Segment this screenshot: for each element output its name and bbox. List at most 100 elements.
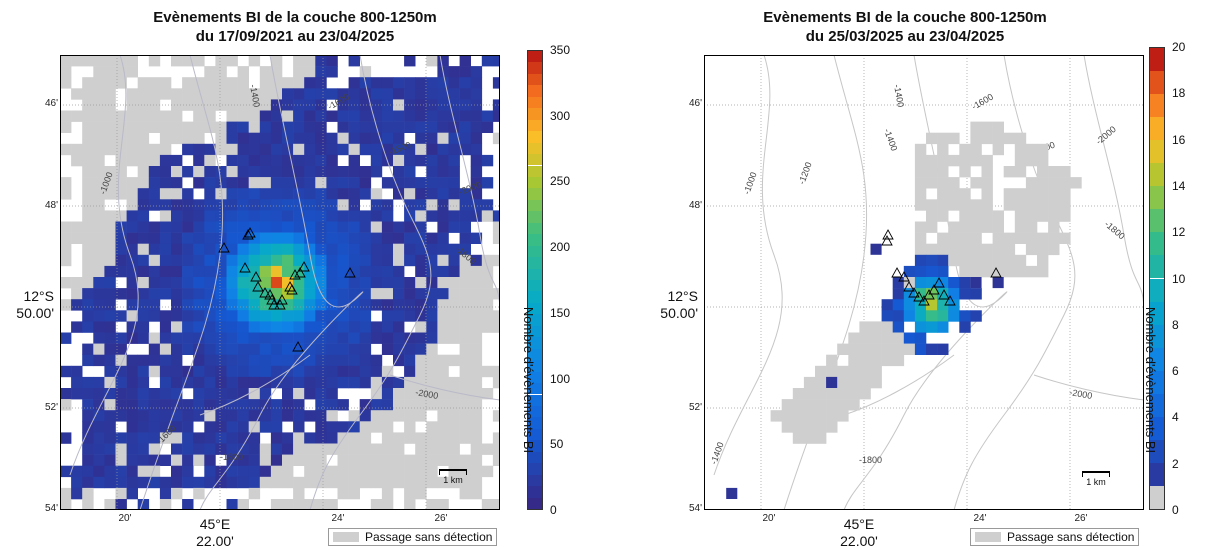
grid-cell [459, 321, 471, 333]
grid-cell [259, 154, 272, 167]
grid-cell [182, 343, 194, 355]
grid-cell [193, 487, 205, 500]
grid-cell [348, 310, 360, 322]
grid-cell [348, 110, 360, 122]
lat-main-label: 12°S 50.00' [660, 288, 698, 321]
grid-cell [215, 199, 227, 211]
grid-cell [259, 210, 272, 222]
grid-cell [914, 166, 927, 178]
grid-cell [148, 177, 161, 189]
grid-cell [182, 332, 194, 344]
colorbar-segment [1150, 347, 1164, 371]
grid-cell [815, 388, 827, 400]
grid-cell [381, 243, 394, 256]
grid-cell [1037, 232, 1049, 244]
grid-cell [248, 166, 261, 178]
grid-cell [959, 243, 971, 256]
grid-cell [226, 421, 238, 433]
grid-cell [803, 388, 816, 400]
grid-cell [304, 321, 316, 333]
grid-cell [459, 243, 471, 256]
grid-cell [359, 332, 372, 344]
grid-cell [115, 332, 127, 344]
grid-cell [337, 243, 349, 256]
grid-cell [104, 177, 116, 189]
grid-cell [470, 399, 483, 411]
grid-cell [415, 254, 427, 267]
grid-cell [826, 354, 838, 367]
colorbar-segment [528, 474, 542, 487]
grid-cell [1014, 265, 1027, 278]
grid-cell [348, 77, 360, 89]
grid-cell [959, 143, 971, 156]
grid-cell [259, 254, 272, 267]
grid-cell [437, 143, 449, 156]
lat-tick: 48' [44, 200, 58, 211]
grid-cell [293, 199, 305, 211]
grid-cell [781, 410, 794, 422]
grid-cell [137, 399, 150, 411]
grid-cell [226, 321, 238, 333]
grid-cell [215, 310, 227, 322]
map-title: Evènements BI de la couche 800-1250m du … [60, 8, 530, 46]
colorbar-segment [528, 199, 542, 212]
grid-cell [426, 265, 438, 278]
grid-cell [848, 388, 860, 400]
grid-cell [182, 210, 194, 222]
grid-cell [859, 388, 871, 400]
grid-cell [193, 410, 205, 422]
lon-main-label: 45°E 22.00' [196, 516, 234, 549]
grid-cell [93, 66, 105, 78]
grid-cell [459, 121, 471, 133]
grid-cell [226, 465, 238, 478]
grid-cell [126, 177, 138, 189]
grid-cell [270, 499, 283, 510]
grid-cell [104, 88, 116, 100]
grid-cell [137, 443, 150, 455]
grid-cell [204, 243, 216, 256]
grid-cell [304, 265, 316, 278]
grid-cell [182, 443, 194, 455]
grid-cell [370, 388, 383, 400]
grid-cell [437, 188, 449, 200]
grid-cell [248, 99, 261, 111]
contour-label: -1200 [796, 161, 813, 186]
grid-cell [337, 399, 349, 411]
grid-cell [193, 443, 205, 455]
grid-cell [981, 210, 993, 222]
grid-cell [926, 254, 938, 267]
grid-cell [781, 421, 794, 433]
grid-cell [337, 321, 349, 333]
grid-cell [293, 243, 305, 256]
grid-cell [459, 376, 471, 389]
grid-cell [60, 299, 72, 311]
grid-cell [82, 354, 94, 367]
grid-cell [448, 177, 460, 189]
grid-cell [248, 399, 261, 411]
grid-cell [148, 277, 161, 289]
grid-cell [304, 154, 316, 167]
grid-cell [104, 55, 116, 67]
grid-cell [981, 166, 993, 178]
grid-cell [93, 243, 105, 256]
grid-cell [226, 310, 238, 322]
grid-cell [304, 376, 316, 389]
grid-cell [104, 443, 116, 455]
grid-cell [370, 154, 383, 167]
grid-cell [881, 354, 893, 367]
grid-cell [326, 66, 338, 78]
grid-cell [270, 277, 283, 289]
grid-cell [837, 376, 849, 389]
grid-cell [815, 365, 827, 378]
grid-cell [437, 210, 449, 222]
grid-cell [82, 299, 94, 311]
grid-cell [914, 277, 927, 289]
grid-cell [148, 265, 161, 278]
grid-cell [137, 99, 150, 111]
grid-cell [215, 388, 227, 400]
grid-cell [259, 376, 272, 389]
grid-cell [937, 177, 949, 189]
grid-cell [193, 221, 205, 233]
grid-cell [426, 143, 438, 156]
colorbar-tick: 10 [1172, 271, 1186, 286]
